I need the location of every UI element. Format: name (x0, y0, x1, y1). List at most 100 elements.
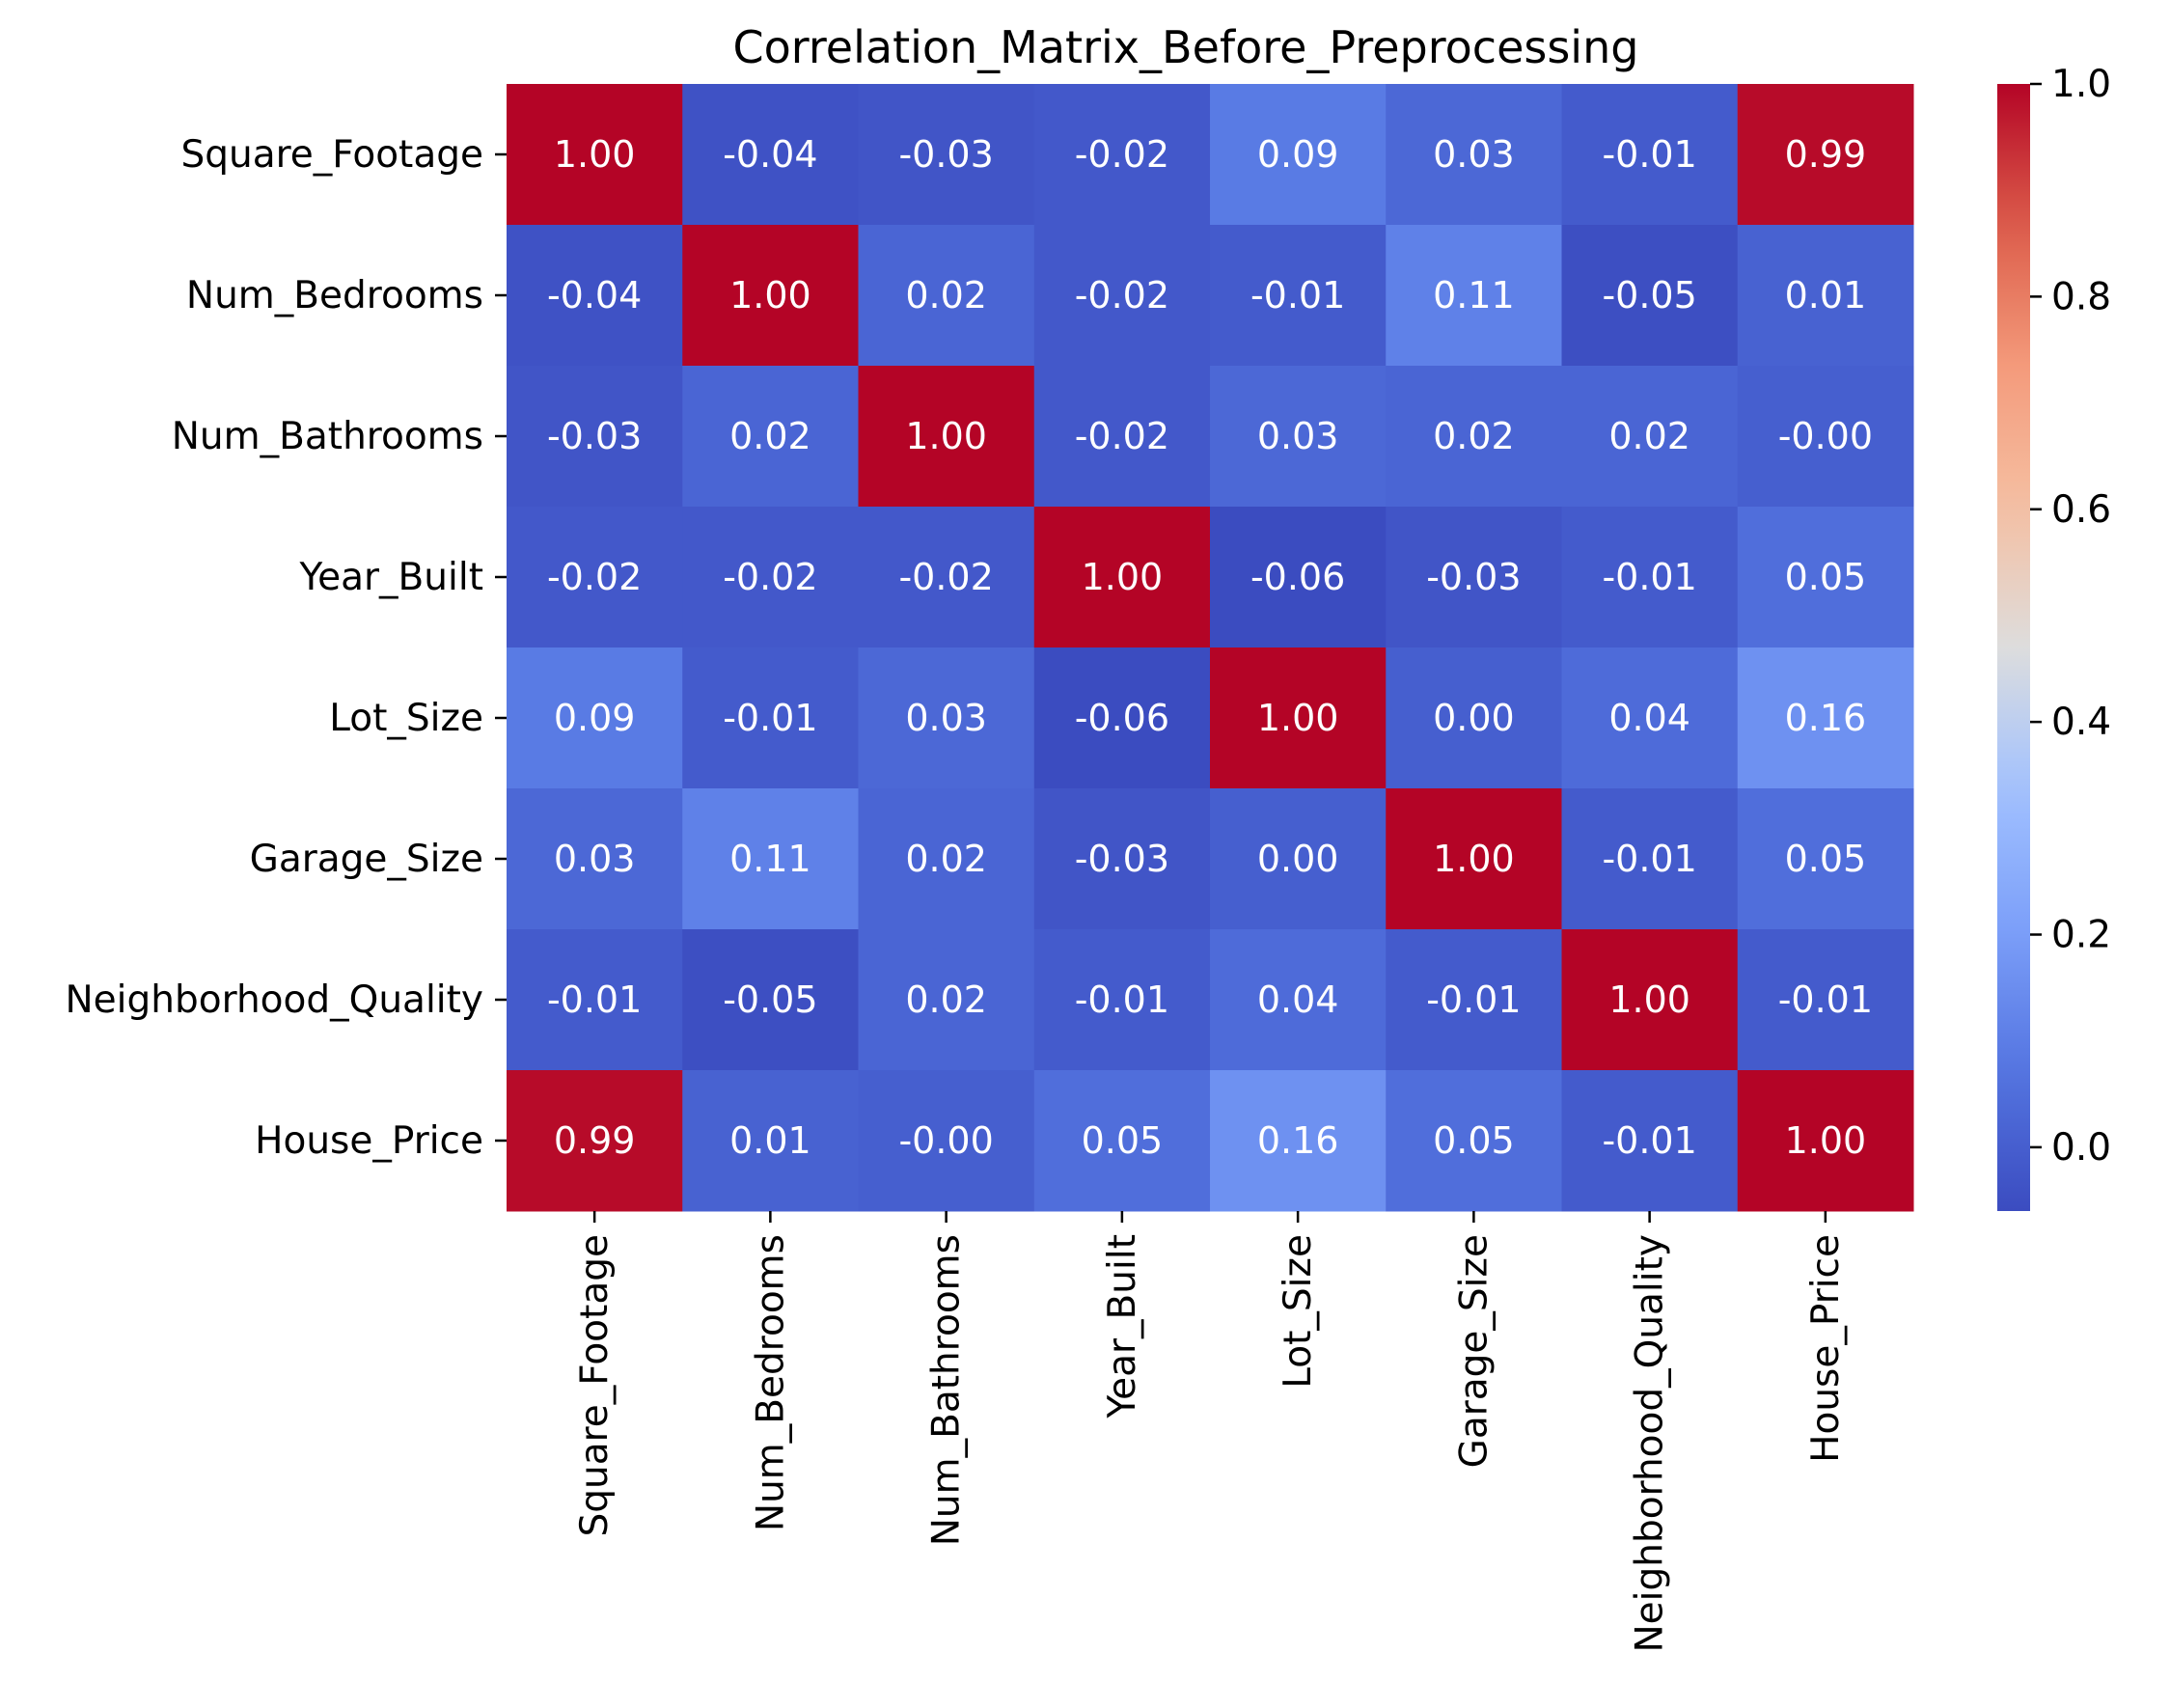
heatmap-cell (1210, 84, 1387, 226)
x-tick-label: Lot_Size (1277, 1234, 1320, 1389)
heatmap-cell (682, 366, 859, 508)
heatmap-cell (507, 507, 683, 648)
cell-annotation: 0.03 (905, 697, 987, 739)
cell-annotation: -0.02 (547, 556, 642, 598)
heatmap-cell (858, 1070, 1035, 1212)
heatmap-cell (682, 507, 859, 648)
x-tick-label: Garage_Size (1452, 1234, 1496, 1468)
cell-annotation: 1.00 (1785, 1119, 1867, 1162)
y-tick-label: Num_Bedrooms (186, 274, 483, 317)
chart-title: Correlation_Matrix_Before_Preprocessing (733, 21, 1639, 73)
heatmap-cell (1737, 507, 1914, 648)
colorbar: 0.0 0.2 0.4 0.6 0.8 1.0 (1997, 63, 2111, 1211)
x-axis: Square_Footage Num_Bedrooms Num_Bathrooms Y… (573, 1211, 1848, 1653)
cell-annotation: 0.03 (1257, 415, 1339, 457)
heatmap-cell (1033, 788, 1211, 930)
cell-annotation: -0.01 (723, 697, 817, 739)
cell-annotation: -0.02 (898, 556, 993, 598)
cell-annotation: 0.03 (554, 838, 636, 880)
cell-annotation: 0.09 (1257, 133, 1339, 176)
heatmap-cell (1386, 788, 1562, 930)
heatmap-cell (858, 225, 1035, 367)
heatmap-cell (507, 788, 683, 930)
heatmap-cell (1561, 788, 1739, 930)
heatmap-cell (1737, 366, 1914, 508)
cell-annotation: 0.00 (1433, 697, 1515, 739)
heatmap-cell (1561, 225, 1739, 367)
heatmap-cell (1210, 1070, 1387, 1212)
cell-annotation: -0.06 (1075, 697, 1169, 739)
cell-annotation: 1.00 (1257, 697, 1339, 739)
x-tick-label: Square_Footage (573, 1234, 617, 1537)
heatmap-cell (682, 647, 859, 789)
cell-annotation: 0.05 (1785, 838, 1867, 880)
cell-annotation: 0.03 (1433, 133, 1515, 176)
heatmap-cell (858, 647, 1035, 789)
cell-annotation: 0.02 (905, 274, 987, 317)
cell-annotation: -0.00 (898, 1119, 993, 1162)
heatmap-cell (682, 788, 859, 930)
heatmap-cell (858, 929, 1035, 1071)
cell-annotation: -0.01 (1075, 978, 1169, 1021)
heatmap-cell (1210, 647, 1387, 789)
heatmap-cell (1561, 647, 1739, 789)
cell-annotation: -0.01 (547, 978, 642, 1021)
cell-annotation: 0.04 (1608, 697, 1690, 739)
heatmap-cell (507, 366, 683, 508)
heatmap-cell (1561, 84, 1739, 226)
y-tick-label: Year_Built (298, 556, 483, 599)
cell-annotation: 0.00 (1257, 838, 1339, 880)
cell-annotation: -0.01 (1602, 838, 1696, 880)
y-tick-label: Num_Bathrooms (172, 415, 483, 458)
cell-annotation: 0.02 (905, 838, 987, 880)
heatmap-cell (1386, 225, 1562, 367)
cell-annotation: 0.05 (1433, 1119, 1515, 1162)
heatmap-cell (1210, 929, 1387, 1071)
cell-annotation: 0.02 (905, 978, 987, 1021)
cell-annotation: -0.02 (1075, 274, 1169, 317)
y-tick-label: Garage_Size (250, 838, 483, 881)
colorbar-tick-label: 0.8 (2051, 275, 2111, 318)
heatmap-cell (858, 84, 1035, 226)
heatmap-cell (1386, 84, 1562, 226)
cell-annotation: 0.01 (1785, 274, 1867, 317)
cell-annotation: 1.00 (1082, 556, 1164, 598)
heatmap-cell (1033, 1070, 1211, 1212)
heatmap-cell (858, 366, 1035, 508)
cell-annotation: -0.06 (1250, 556, 1345, 598)
heatmap-cell (507, 1070, 683, 1212)
heatmap-cell (1210, 507, 1387, 648)
colorbar-tick-label: 0.6 (2051, 488, 2111, 532)
heatmap-cell (1561, 929, 1739, 1071)
colorbar-tick-label: 0.4 (2051, 701, 2111, 744)
heatmap-cell (682, 225, 859, 367)
y-tick-label: House_Price (255, 1119, 483, 1163)
heatmap-cell (1737, 1070, 1914, 1212)
y-tick-label: Neighborhood_Quality (66, 978, 484, 1022)
heatmap-cell (1737, 929, 1914, 1071)
cell-annotation: -0.00 (1778, 415, 1873, 457)
heatmap-cell (858, 507, 1035, 648)
cell-annotation: 0.04 (1257, 978, 1339, 1021)
heatmap-cell (1737, 225, 1914, 367)
x-tick-label: Neighborhood_Quality (1629, 1234, 1672, 1653)
cell-annotation: 0.02 (1608, 415, 1690, 457)
cell-annotation: -0.02 (1075, 415, 1169, 457)
cell-annotation: 0.02 (729, 415, 811, 457)
heatmap-cell (1386, 647, 1562, 789)
cell-annotation: -0.05 (723, 978, 817, 1021)
heatmap-cell (682, 1070, 859, 1212)
cell-annotations: 1.00 -0.04 -0.03 -0.02 0.09 0.03 -0.01 0.99 -0.0… (547, 133, 1873, 1162)
heatmap-cell (1033, 929, 1211, 1071)
heatmap-cells (507, 84, 1914, 1212)
heatmap-cell (682, 929, 859, 1071)
x-tick-label: Year_Built (1101, 1234, 1144, 1419)
heatmap-cell (1386, 507, 1562, 648)
cell-annotation: 1.00 (905, 415, 987, 457)
heatmap-cell (1737, 84, 1914, 226)
heatmap-cell (1561, 507, 1739, 648)
heatmap-cell (507, 225, 683, 367)
heatmap-cell (1033, 647, 1211, 789)
heatmap-cell (507, 84, 683, 226)
